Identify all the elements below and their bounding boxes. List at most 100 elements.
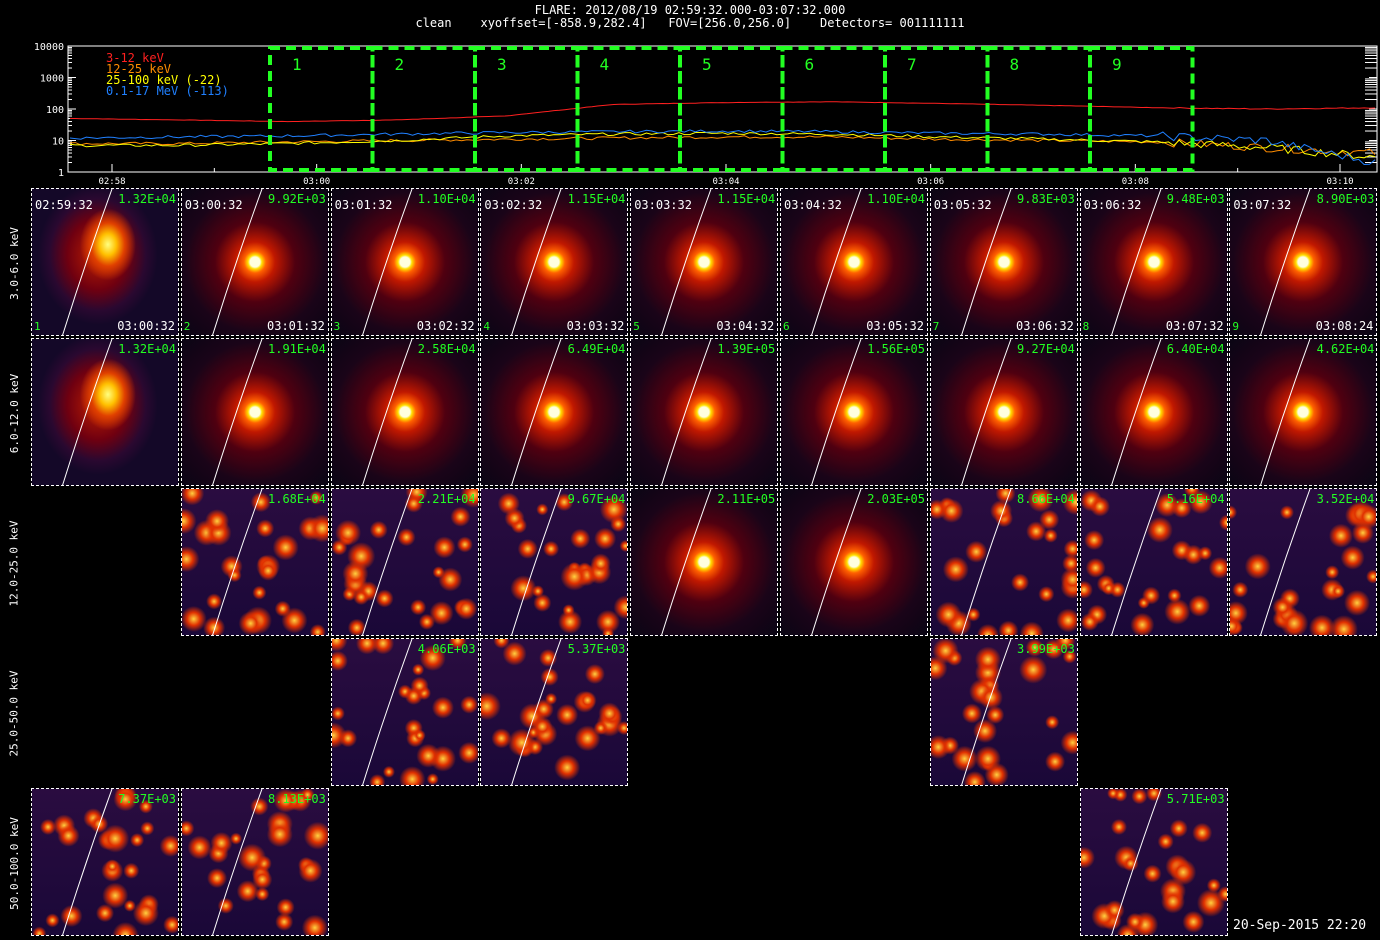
image-panel: 4.62E+04 xyxy=(1229,338,1378,486)
flare-image xyxy=(481,489,628,635)
peak-value: 5.37E+03 xyxy=(567,642,626,656)
x-tick-label: 02:58 xyxy=(98,177,125,186)
interval-box xyxy=(473,46,580,172)
peak-value: 9.48E+03 xyxy=(1166,192,1225,206)
solar-limb xyxy=(811,339,862,485)
peak-value: 2.21E+04 xyxy=(417,492,476,506)
interval-number: 7 xyxy=(932,320,940,333)
start-time: 03:07:32 xyxy=(1233,198,1292,212)
row-label-energy: 6.0-12.0 keV xyxy=(7,373,21,454)
peak-value: 6.49E+04 xyxy=(567,342,626,356)
limb-line xyxy=(211,489,263,635)
flare-image xyxy=(331,189,478,335)
end-time: 03:04:32 xyxy=(716,319,775,333)
peak-value: 9.83E+03 xyxy=(1017,192,1075,206)
limb-line xyxy=(1110,189,1162,335)
limb-line xyxy=(661,489,712,635)
start-time: 03:03:32 xyxy=(634,198,692,212)
plot-subtitle: clean xyoffset=[-858.9,282.4] FOV=[256.0… xyxy=(415,16,965,30)
end-time: 03:07:32 xyxy=(1165,319,1224,333)
limb-line xyxy=(960,189,1012,335)
x-tick-label: 03:04 xyxy=(712,177,739,186)
image-panel: 9.92E+03 03:00:32 2 03:01:32 xyxy=(180,188,329,336)
flare-image xyxy=(1230,339,1377,485)
solar-limb xyxy=(661,339,712,485)
limb-line xyxy=(960,489,1012,635)
peak-value: 8.66E+04 xyxy=(1017,492,1075,506)
interval-number: 4 xyxy=(483,320,491,333)
solar-limb xyxy=(211,489,263,635)
solar-limb xyxy=(1260,489,1311,635)
solar-limb xyxy=(361,639,413,785)
solar-limb xyxy=(361,339,413,485)
row-label-energy: 50.0-100.0 keV xyxy=(7,817,21,910)
interval-label: 7 xyxy=(907,55,917,74)
footer-timestamp: 20-Sep-2015 22:20 xyxy=(1233,918,1367,933)
flare-image xyxy=(481,639,628,785)
start-time: 03:06:32 xyxy=(1083,198,1142,212)
solar-limb xyxy=(1110,339,1162,485)
series-line-2 xyxy=(69,135,1376,157)
image-panel: 3.99E+03 xyxy=(929,638,1078,786)
image-panel: 5.16E+04 xyxy=(1079,488,1228,636)
interval-number: 1 xyxy=(34,320,41,333)
peak-value: 1.32E+04 xyxy=(118,342,176,356)
flare-image xyxy=(930,189,1077,335)
flare-image xyxy=(781,189,927,335)
image-panel: 1.68E+04 xyxy=(180,488,329,636)
limb-line xyxy=(211,189,263,335)
flare-image xyxy=(1080,339,1227,485)
y-tick-label: 10000 xyxy=(34,42,64,53)
solar-limb xyxy=(511,189,562,335)
interval-box xyxy=(780,46,887,172)
peak-value: 1.56E+05 xyxy=(867,342,925,356)
limb-line xyxy=(511,639,562,785)
limb-line xyxy=(361,189,413,335)
solar-limb xyxy=(62,339,113,485)
peak-value: 1.10E+04 xyxy=(867,192,925,206)
x-tick-label: 03:06 xyxy=(917,177,944,186)
image-panel: 6.49E+04 xyxy=(480,338,629,486)
flare-image xyxy=(331,339,478,485)
limb-line xyxy=(1110,489,1162,635)
flare-image xyxy=(930,339,1077,485)
image-panel: 9.27E+04 xyxy=(929,338,1078,486)
limb-line xyxy=(361,489,413,635)
solar-limb xyxy=(361,489,413,635)
solar-limb xyxy=(211,339,263,485)
interval-box xyxy=(883,46,990,172)
limb-line xyxy=(960,339,1012,485)
flare-image xyxy=(32,339,178,485)
solar-limb xyxy=(62,789,113,935)
image-panel: 1.10E+04 03:04:32 6 03:05:32 xyxy=(780,188,928,336)
solar-limb xyxy=(811,189,862,335)
end-time: 03:05:32 xyxy=(866,319,924,333)
interval-label: 3 xyxy=(497,55,507,74)
peak-value: 9.67E+04 xyxy=(567,492,626,506)
limb-line xyxy=(62,339,113,485)
peak-value: 6.40E+04 xyxy=(1166,342,1225,356)
solar-limb xyxy=(960,189,1012,335)
image-panel: 5.37E+03 xyxy=(480,638,629,786)
peak-value: 9.27E+04 xyxy=(1017,342,1075,356)
end-time: 03:08:24 xyxy=(1315,319,1374,333)
peak-value: 7.37E+03 xyxy=(118,792,176,806)
limb-line xyxy=(361,339,413,485)
peak-value: 1.10E+04 xyxy=(417,192,476,206)
row-label-energy: 25.0-50.0 keV xyxy=(7,670,21,757)
image-panel: 1.15E+04 03:02:32 4 03:03:32 xyxy=(480,188,629,336)
interval-number: 6 xyxy=(783,320,790,333)
limb-line xyxy=(1260,489,1311,635)
limb-line xyxy=(661,189,712,335)
image-panel: 9.83E+03 03:05:32 7 03:06:32 xyxy=(929,188,1078,336)
limb-line xyxy=(62,789,113,935)
flare-image xyxy=(631,489,778,635)
end-time: 03:03:32 xyxy=(566,319,625,333)
solar-limb xyxy=(62,189,113,335)
image-panel: 1.56E+05 xyxy=(780,338,928,486)
flare-image xyxy=(631,339,778,485)
flare-image xyxy=(181,189,328,335)
solar-limb xyxy=(960,489,1012,635)
legend-entry: 25-100 keV (-22) xyxy=(106,73,222,87)
image-panel: 8.66E+04 xyxy=(929,488,1078,636)
